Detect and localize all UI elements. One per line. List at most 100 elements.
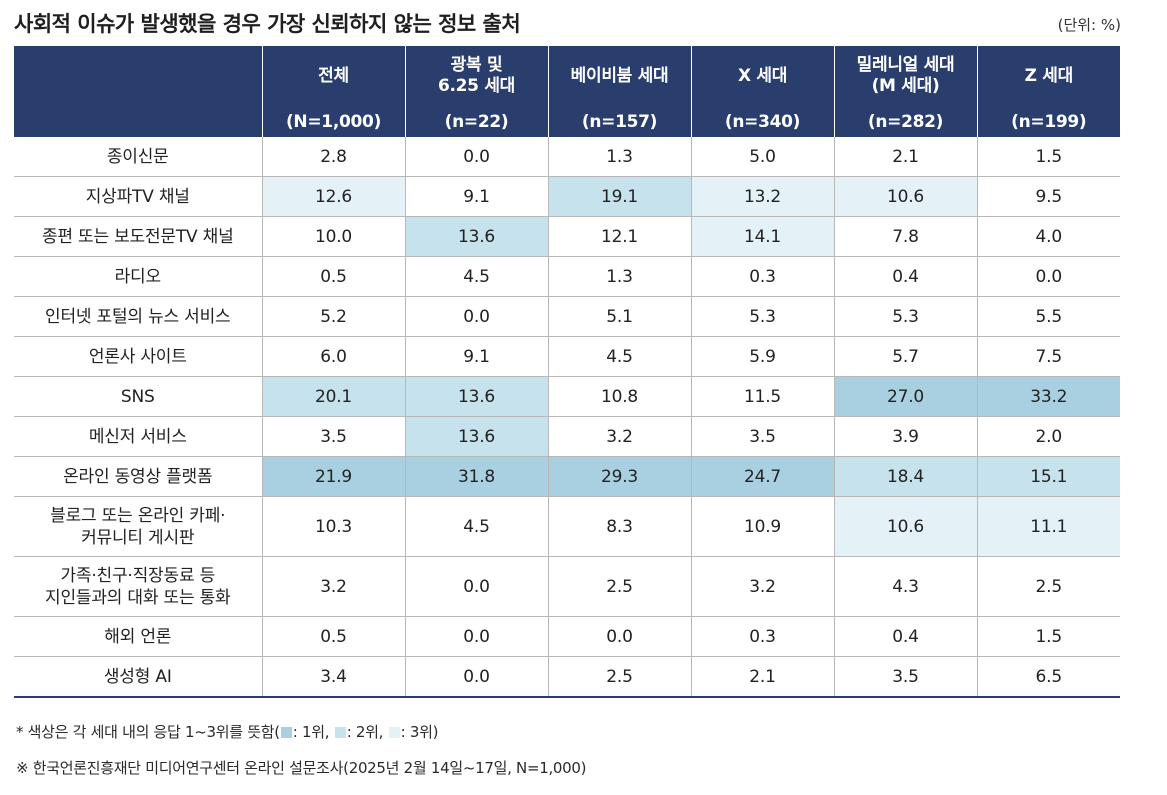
data-table: 전체 (N=1,000) 광복 및 6.25 세대 (n=22) 베이비붐 세대 (n=15… [14, 46, 1120, 698]
value-cell: 5.3 [690, 296, 834, 337]
row-label: 지상파TV 채널 [14, 176, 262, 217]
row-label: 생성형 AI [14, 656, 262, 698]
value-cell: 2.8 [261, 137, 405, 177]
value-cell: 0.0 [404, 656, 548, 698]
table-body: 종이신문 2.8 0.0 1.3 5.0 2.1 1.5 지상파TV 채널 12.6 9.1 19.… [14, 137, 1120, 698]
row-label: 라디오 [14, 256, 262, 297]
value-cell: 5.0 [690, 137, 834, 177]
value-cell: 8.3 [547, 496, 691, 557]
column-header: X 세대 (n=340) [690, 46, 834, 137]
value-cell: 0.4 [833, 616, 977, 657]
value-cell: 0.0 [404, 137, 548, 177]
value-cell: 21.9 [261, 456, 405, 497]
table-row: 언론사 사이트 6.0 9.1 4.5 5.9 5.7 7.5 [14, 336, 1120, 377]
value-cell: 12.6 [261, 176, 405, 217]
value-cell: 0.5 [261, 616, 405, 657]
value-cell: 0.4 [833, 256, 977, 297]
source-note: ※ 한국언론진흥재단 미디어연구센터 온라인 설문조사(2025년 2월 14일… [16, 759, 587, 777]
value-cell: 0.3 [690, 256, 834, 297]
value-cell: 3.5 [833, 656, 977, 698]
legend-rank3: : 3위) [400, 723, 439, 741]
table-row: 해외 언론 0.5 0.0 0.0 0.3 0.4 1.5 [14, 616, 1120, 657]
column-sample-size: (N=1,000) [285, 112, 382, 132]
value-cell: 18.4 [833, 456, 977, 497]
table-row: 블로그 또는 온라인 카페· 커뮤니티 게시판 10.3 4.5 8.3 10.9 10.6… [14, 496, 1120, 557]
value-cell: 11.5 [690, 376, 834, 417]
legend-prefix: * 색상은 각 세대 내의 응답 1~3위를 뜻함( [16, 723, 280, 741]
value-cell: 9.5 [976, 176, 1120, 217]
column-header: 베이비붐 세대 (n=157) [547, 46, 691, 137]
table-row: 인터넷 포털의 뉴스 서비스 5.2 0.0 5.1 5.3 5.3 5.5 [14, 296, 1120, 337]
table-row: 라디오 0.5 4.5 1.3 0.3 0.4 0.0 [14, 256, 1120, 297]
value-cell: 2.5 [547, 656, 691, 698]
value-cell: 27.0 [833, 376, 977, 417]
header-row: 전체 (N=1,000) 광복 및 6.25 세대 (n=22) 베이비붐 세대 (n=15… [14, 46, 1120, 137]
value-cell: 4.5 [404, 496, 548, 557]
value-cell: 4.3 [833, 556, 977, 617]
value-cell: 19.1 [547, 176, 691, 217]
header-corner [14, 46, 262, 137]
column-header: Z 세대 (n=199) [976, 46, 1120, 137]
legend-rank2: : 2위, [346, 723, 388, 741]
value-cell: 5.9 [690, 336, 834, 377]
row-label: 인터넷 포털의 뉴스 서비스 [14, 296, 262, 337]
value-cell: 3.5 [690, 416, 834, 457]
value-cell: 5.7 [833, 336, 977, 377]
value-cell: 0.0 [976, 256, 1120, 297]
value-cell: 15.1 [976, 456, 1120, 497]
value-cell: 6.5 [976, 656, 1120, 698]
row-label: 종이신문 [106, 146, 169, 167]
legend-rank1: : 1위, [292, 723, 334, 741]
row-label: 온라인 동영상 플랫폼 [14, 456, 262, 497]
value-cell: 5.2 [261, 296, 405, 337]
value-cell: 2.5 [976, 556, 1120, 617]
value-cell: 14.1 [690, 216, 834, 257]
value-cell: 13.6 [404, 216, 548, 257]
table-header: 전체 (N=1,000) 광복 및 6.25 세대 (n=22) 베이비붐 세대 (n=15… [14, 46, 1120, 137]
value-cell: 1.5 [976, 137, 1120, 177]
column-sample-size: (n=282) [867, 112, 944, 132]
column-name: 베이비붐 세대 [570, 65, 669, 86]
value-cell: 10.0 [261, 216, 405, 257]
rank2-swatch [334, 727, 346, 738]
value-cell: 3.5 [261, 416, 405, 457]
value-cell: 1.5 [976, 616, 1120, 657]
value-cell: 3.2 [547, 416, 691, 457]
value-cell: 1.3 [547, 256, 691, 297]
column-sample-size: (n=199) [1011, 112, 1087, 132]
rank3-swatch [388, 727, 400, 738]
legend-note: * 색상은 각 세대 내의 응답 1~3위를 뜻함( : 1위, : 2위, : … [16, 721, 438, 742]
value-cell: 4.5 [404, 256, 548, 297]
value-cell: 12.1 [547, 216, 691, 257]
table-row: 지상파TV 채널 12.6 9.1 19.1 13.2 10.6 9.5 [14, 176, 1120, 217]
value-cell: 9.1 [404, 336, 548, 377]
row-label: 가족·친구·직장동료 등 지인들과의 대화 또는 통화 [14, 556, 262, 617]
value-cell: 0.0 [404, 616, 548, 657]
value-cell: 13.2 [690, 176, 834, 217]
table-row: SNS 20.1 13.6 10.8 11.5 27.0 33.2 [14, 376, 1120, 417]
value-cell: 2.0 [976, 416, 1120, 457]
rank1-swatch [280, 727, 292, 738]
value-cell: 0.5 [261, 256, 405, 297]
column-header: 광복 및 6.25 세대 (n=22) [404, 46, 548, 137]
table-row: 생성형 AI 3.4 0.0 2.5 2.1 3.5 6.5 [14, 656, 1120, 698]
column-name: Z 세대 [1024, 65, 1074, 86]
value-cell: 6.0 [261, 336, 405, 377]
value-cell: 4.0 [976, 216, 1120, 257]
row-label: 해외 언론 [14, 616, 262, 657]
value-cell: 7.8 [833, 216, 977, 257]
value-cell: 1.3 [547, 137, 691, 177]
column-name: 밀레니얼 세대 (M 세대) [856, 55, 955, 96]
column-name: X 세대 [737, 65, 788, 86]
value-cell: 24.7 [690, 456, 834, 497]
value-cell: 13.6 [404, 416, 548, 457]
value-cell: 2.5 [547, 556, 691, 617]
value-cell: 0.3 [690, 616, 834, 657]
row-label: 블로그 또는 온라인 카페· 커뮤니티 게시판 [14, 496, 262, 557]
table-row: 가족·친구·직장동료 등 지인들과의 대화 또는 통화 3.2 0.0 2.5 3.2 4.… [14, 556, 1120, 617]
value-cell: 5.5 [976, 296, 1120, 337]
column-sample-size: (n=22) [444, 112, 509, 132]
value-cell: 5.1 [547, 296, 691, 337]
column-name: 광복 및 6.25 세대 [437, 55, 516, 96]
value-cell: 29.3 [547, 456, 691, 497]
